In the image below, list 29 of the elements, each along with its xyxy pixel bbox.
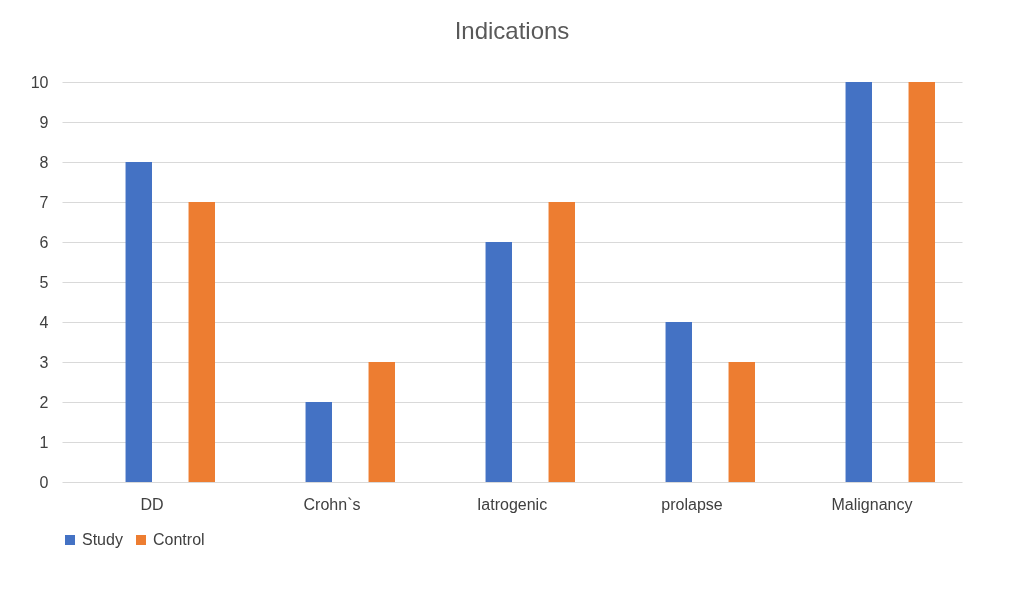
bar — [368, 362, 395, 482]
x-tick-label: Crohn`s — [303, 495, 361, 513]
bar — [728, 362, 755, 482]
x-tick-label: DD — [140, 495, 164, 513]
bar — [125, 162, 152, 482]
bar — [305, 402, 332, 482]
y-tick-label: 7 — [39, 193, 49, 211]
bar — [188, 202, 215, 482]
y-tick-label: 4 — [39, 313, 49, 331]
y-tick-label: 6 — [39, 233, 49, 251]
x-tick-label: prolapse — [661, 495, 723, 513]
bar — [665, 322, 692, 482]
bar — [908, 82, 935, 482]
bar — [485, 242, 512, 482]
x-tick-label: Iatrogenic — [476, 495, 548, 513]
x-tick-label: Malignancy — [831, 495, 913, 513]
legend-label: Control — [153, 531, 205, 548]
y-tick-label: 10 — [30, 73, 49, 91]
y-tick-label: 0 — [39, 473, 49, 491]
chart-title: Indications — [454, 17, 570, 44]
y-tick-label: 3 — [39, 353, 49, 371]
y-tick-label: 1 — [39, 433, 49, 451]
legend-label: Study — [82, 531, 123, 548]
y-tick-label: 5 — [39, 273, 49, 291]
y-tick-label: 2 — [39, 393, 49, 411]
y-tick-label: 9 — [39, 113, 49, 131]
y-tick-label: 8 — [39, 153, 49, 171]
bar — [548, 202, 575, 482]
bar — [845, 82, 872, 482]
